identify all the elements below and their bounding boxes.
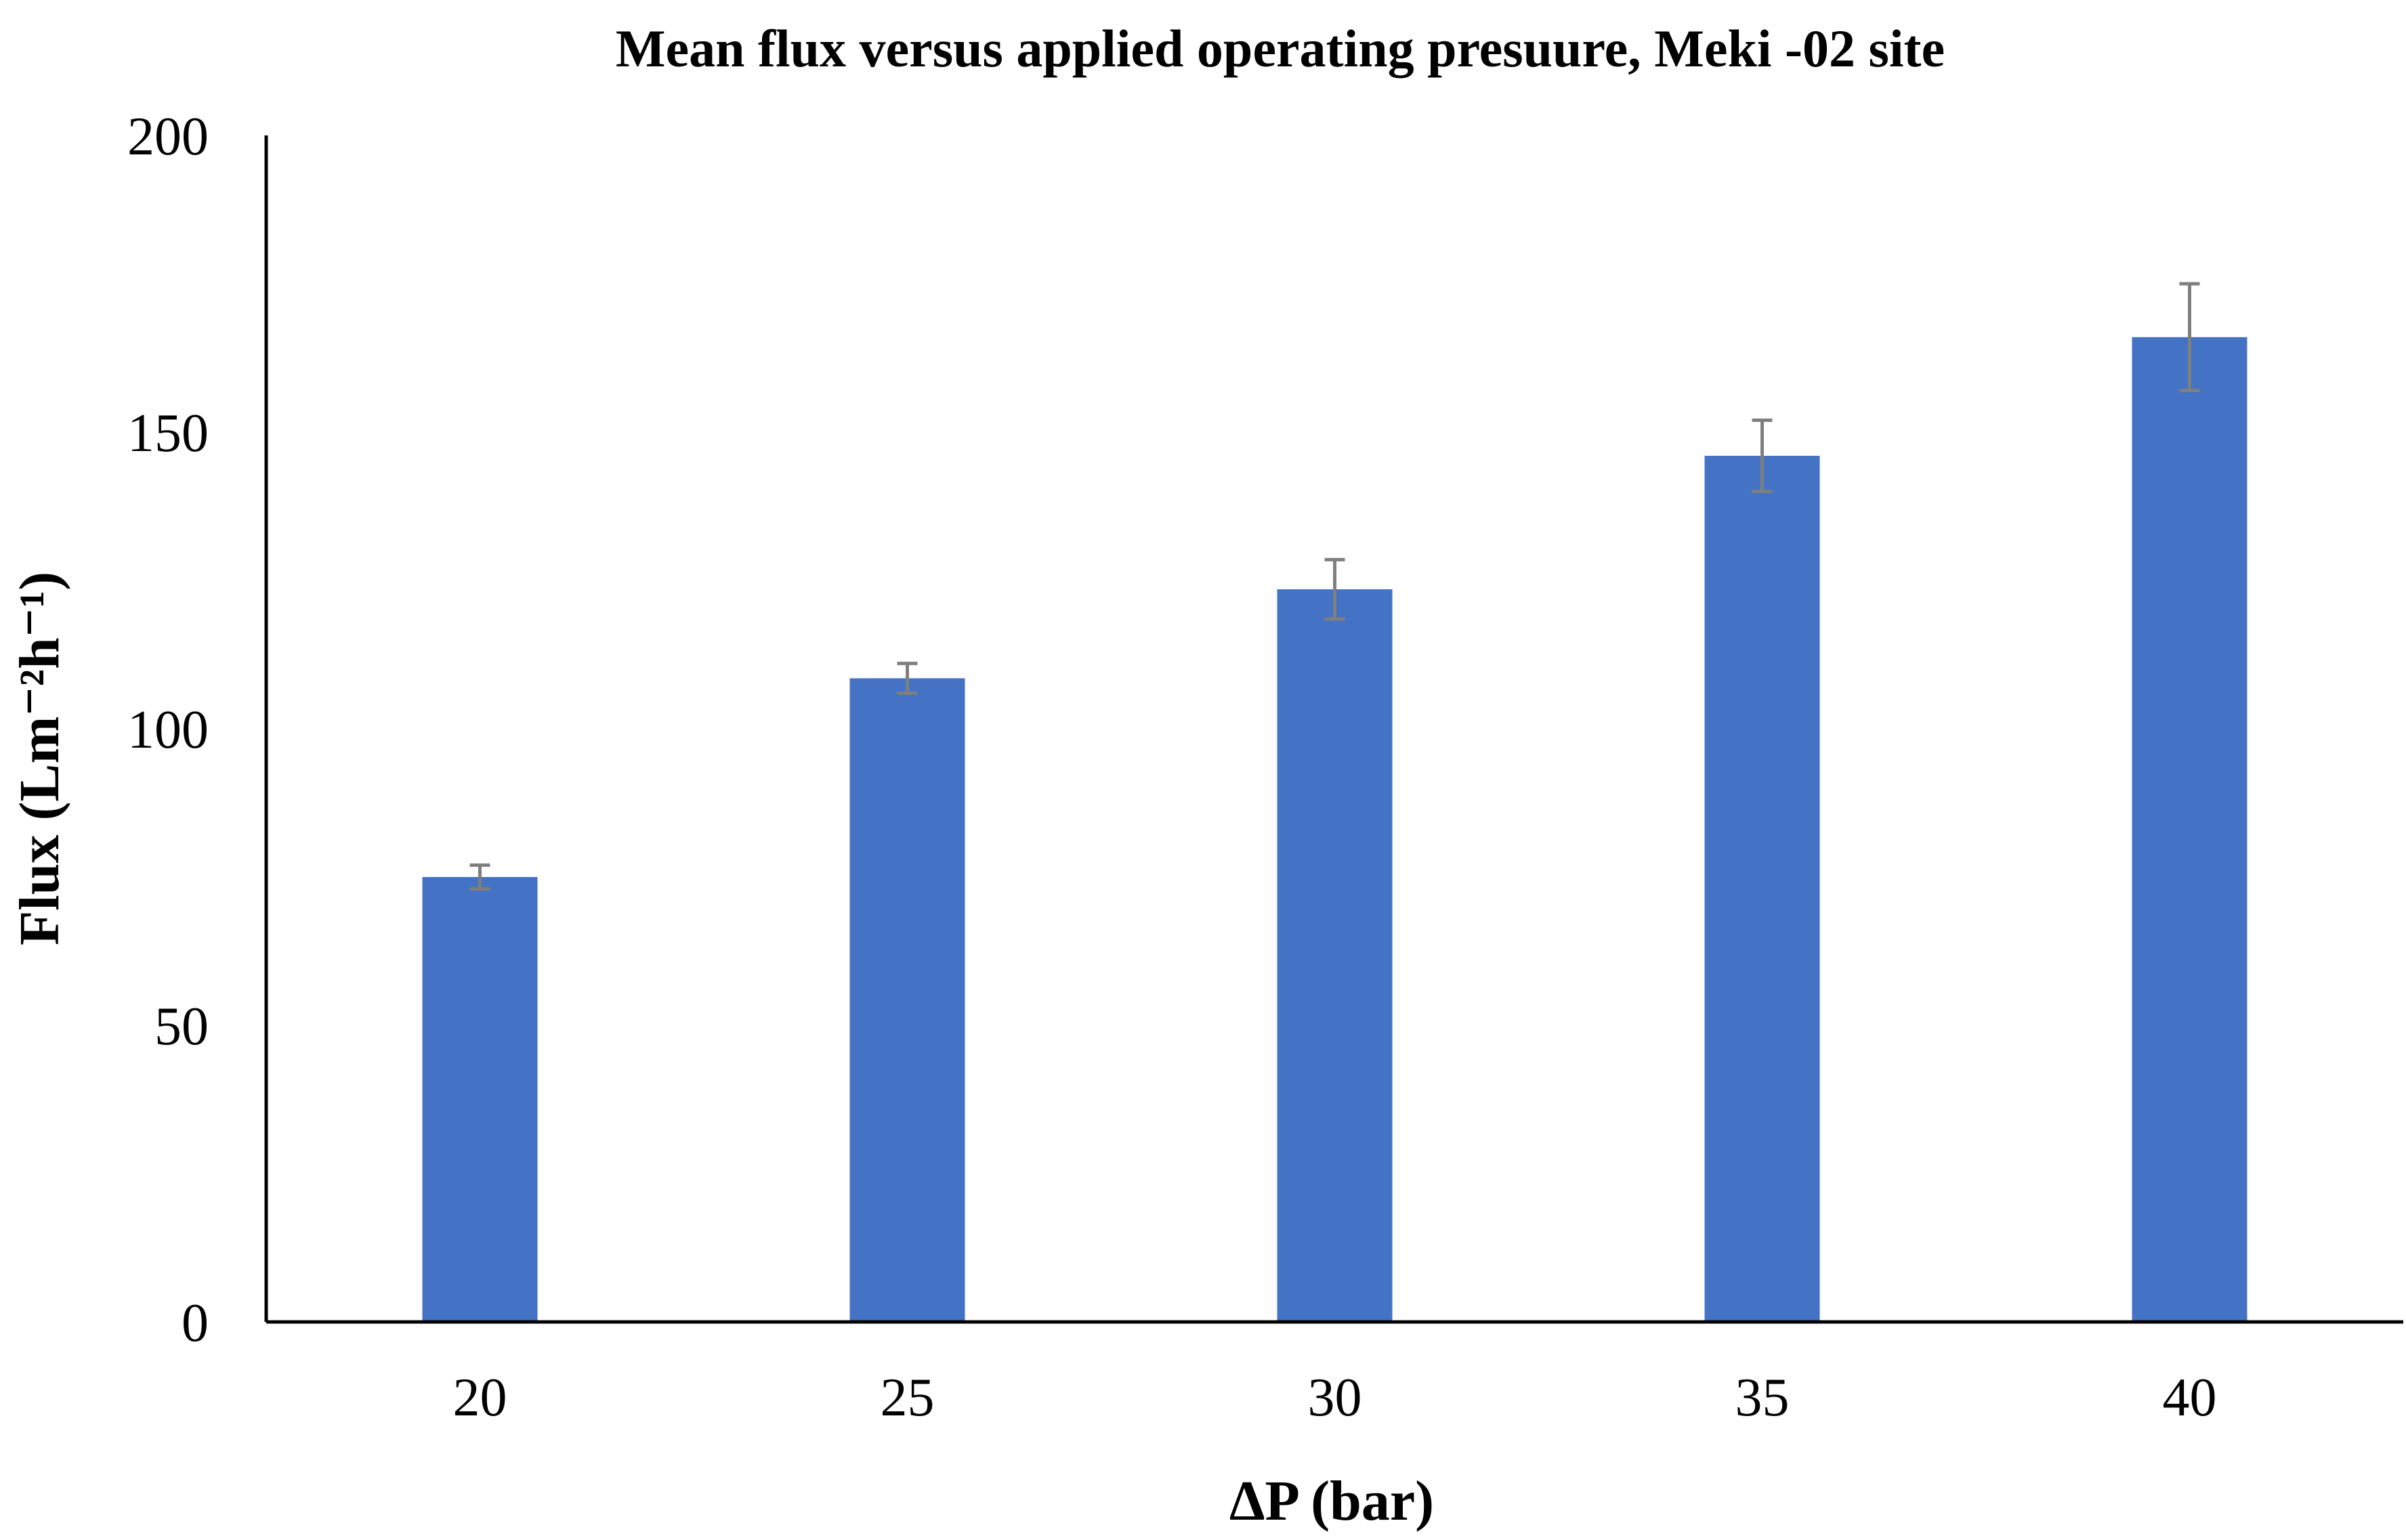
x-tick-label: 25 xyxy=(881,1368,935,1428)
y-axis-title: Flux (Lm⁻²h⁻¹) xyxy=(8,572,71,945)
error-bar-35 xyxy=(1752,418,1773,494)
error-bar-20 xyxy=(469,863,490,891)
error-bar-30 xyxy=(1324,557,1345,621)
error-bars-group xyxy=(469,282,2200,891)
bar-40 xyxy=(2132,337,2247,1323)
y-tick-label: 100 xyxy=(127,700,209,760)
x-tick-label: 20 xyxy=(453,1368,507,1428)
y-tick-label: 50 xyxy=(154,997,209,1056)
bar-25 xyxy=(849,678,965,1322)
y-axis-ticks: 0 50 100 150 200 xyxy=(127,107,209,1353)
error-bar-40 xyxy=(2179,282,2200,393)
bar-35 xyxy=(1704,456,1820,1322)
bar-20 xyxy=(422,877,538,1322)
chart-title: Mean flux versus applied operating presu… xyxy=(616,19,1945,78)
y-tick-label: 0 xyxy=(182,1293,209,1353)
x-tick-label: 30 xyxy=(1308,1368,1362,1428)
y-tick-label: 200 xyxy=(127,107,209,167)
y-tick-label: 150 xyxy=(127,404,209,463)
x-axis-title: ΔP (bar) xyxy=(1229,1470,1434,1533)
bar-30 xyxy=(1277,589,1393,1322)
x-tick-label: 35 xyxy=(1735,1368,1790,1428)
bars-group xyxy=(422,337,2247,1323)
x-axis-ticks: 20 25 30 35 40 xyxy=(453,1368,2217,1428)
error-bar-25 xyxy=(897,662,918,695)
x-tick-label: 40 xyxy=(2163,1368,2217,1428)
